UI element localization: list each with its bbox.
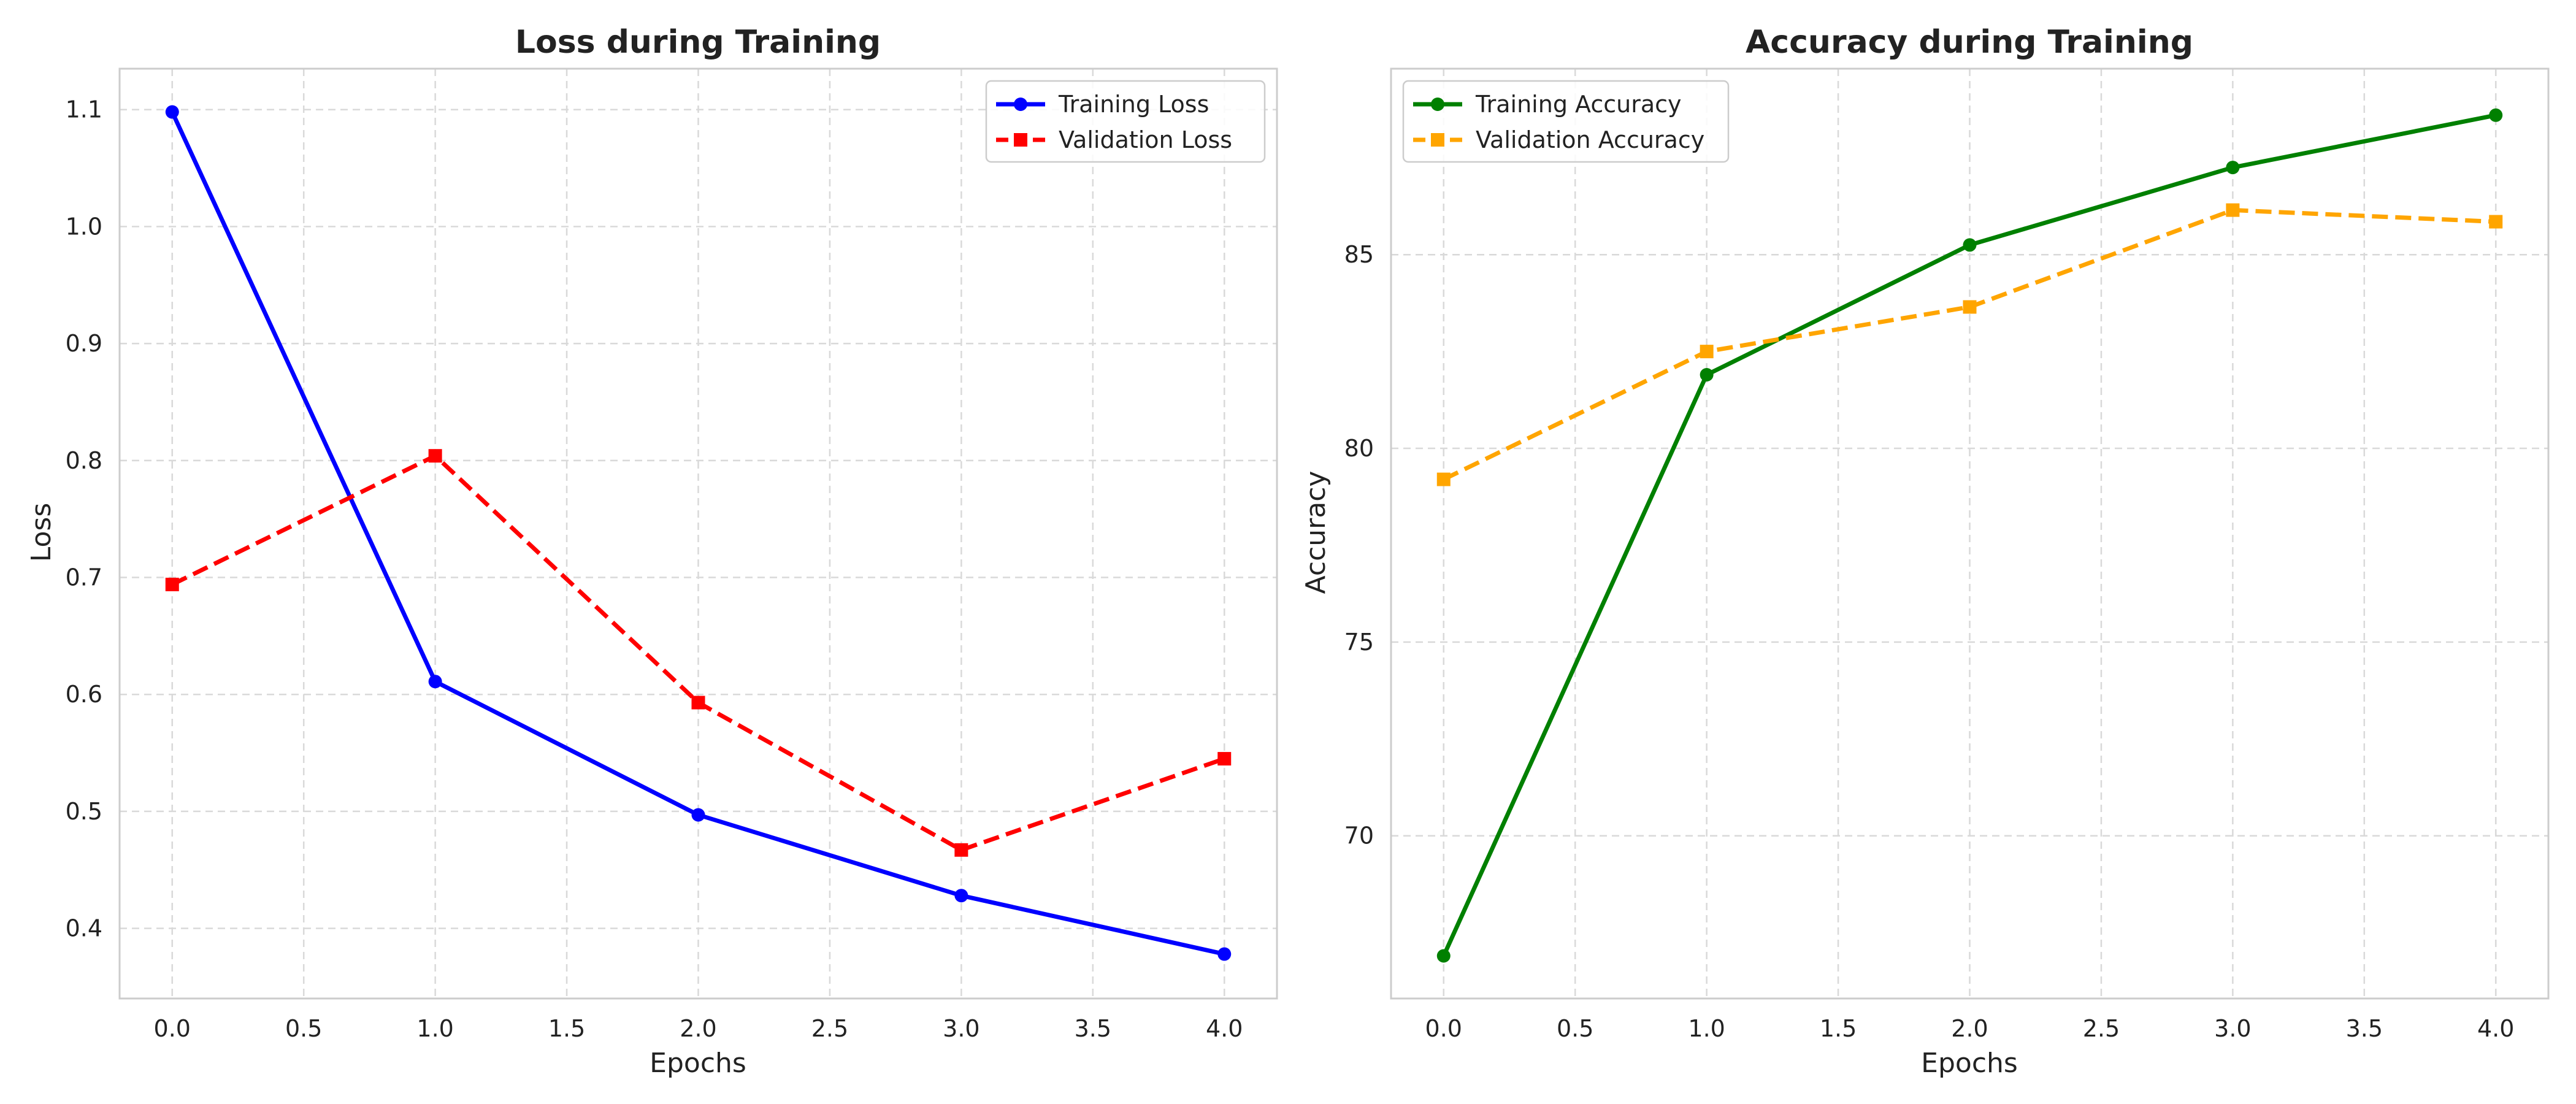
accuracy-chart: Accuracy during Training Epochs Accuracy… xyxy=(1300,24,2550,1079)
accuracy-legend-entry: Validation Accuracy xyxy=(1413,126,1704,153)
loss-data-point xyxy=(1217,947,1232,961)
accuracy-chart-x-axis-label: Epochs xyxy=(1921,1048,2018,1079)
accuracy-data-point xyxy=(1700,345,1714,359)
accuracy-data-point xyxy=(2226,161,2240,175)
accuracy-y-tick-label: 70 xyxy=(1344,822,1374,849)
loss-y-tick-label: 0.6 xyxy=(66,681,102,708)
accuracy-x-tick-label: 3.0 xyxy=(2214,1015,2251,1042)
accuracy-plot-frame xyxy=(1390,67,2550,1000)
accuracy-x-tick-label: 1.5 xyxy=(1820,1015,1857,1042)
loss-chart-x-axis-label: Epochs xyxy=(650,1048,746,1079)
loss-legend-label: Training Loss xyxy=(1058,91,1209,118)
accuracy-data-point xyxy=(2489,215,2503,229)
accuracy-legend-box xyxy=(1402,80,1730,163)
loss-data-point xyxy=(165,105,179,119)
loss-y-tick-label: 0.4 xyxy=(66,915,102,942)
loss-y-tick-label: 0.9 xyxy=(66,330,102,357)
accuracy-data-point xyxy=(2226,203,2240,217)
accuracy-legend-entry: Training Accuracy xyxy=(1413,91,1682,118)
loss-data-point xyxy=(428,675,442,689)
accuracy-x-tick-label: 2.0 xyxy=(1951,1015,1988,1042)
loss-legend-marker xyxy=(1014,98,1027,111)
accuracy-legend-marker xyxy=(1431,98,1444,111)
loss-y-tick-label: 1.0 xyxy=(66,213,102,240)
loss-series-0 xyxy=(165,105,1232,961)
loss-y-tick-label: 0.8 xyxy=(66,447,102,474)
accuracy-legend-label: Validation Accuracy xyxy=(1476,126,1704,153)
accuracy-data-point xyxy=(1963,300,1977,314)
accuracy-legend-marker xyxy=(1431,133,1444,147)
loss-x-tick-label: 0.5 xyxy=(285,1015,322,1042)
loss-y-tick-label: 1.1 xyxy=(66,96,102,123)
accuracy-legend-label: Training Accuracy xyxy=(1475,91,1682,118)
loss-legend-entry: Training Loss xyxy=(996,91,1209,118)
loss-x-tick-label: 0.0 xyxy=(154,1015,191,1042)
accuracy-series-1 xyxy=(1436,203,2503,486)
loss-plot-frame xyxy=(118,67,1278,1000)
loss-x-tick-label: 4.0 xyxy=(1206,1015,1243,1042)
loss-data-point xyxy=(165,577,179,591)
loss-legend-marker xyxy=(1014,133,1027,147)
accuracy-x-tick-label: 3.5 xyxy=(2346,1015,2383,1042)
loss-x-tick-label: 3.0 xyxy=(943,1015,979,1042)
loss-chart-title: Loss during Training xyxy=(515,24,881,61)
loss-legend: Training Loss Validation Loss xyxy=(985,80,1266,163)
accuracy-x-tick-label: 4.0 xyxy=(2477,1015,2514,1042)
loss-x-tick-label: 3.5 xyxy=(1075,1015,1111,1042)
loss-series-1 xyxy=(165,449,1232,857)
loss-x-tick-label: 2.0 xyxy=(680,1015,716,1042)
loss-y-tick-label: 0.7 xyxy=(66,564,102,591)
accuracy-chart-title: Accuracy during Training xyxy=(1746,24,2193,61)
accuracy-grid xyxy=(1391,69,2548,999)
accuracy-chart-y-axis-label: Accuracy xyxy=(1300,471,1332,594)
loss-data-point xyxy=(691,808,705,822)
accuracy-x-tick-label: 0.0 xyxy=(1425,1015,1462,1042)
loss-legend-box xyxy=(985,80,1266,163)
loss-data-point xyxy=(691,696,705,710)
loss-chart-y-axis-label: Loss xyxy=(26,503,57,562)
accuracy-x-tick-label: 2.5 xyxy=(2083,1015,2120,1042)
loss-legend-entry: Validation Loss xyxy=(996,126,1232,153)
accuracy-x-tick-label: 0.5 xyxy=(1557,1015,1593,1042)
accuracy-y-tick-label: 85 xyxy=(1344,241,1374,268)
loss-data-point xyxy=(954,843,968,857)
loss-data-point xyxy=(954,889,968,903)
loss-chart: Loss during Training Epochs Loss 0.0 0.5 1… xyxy=(26,24,1278,1079)
loss-y-tick-label: 0.5 xyxy=(66,798,102,825)
accuracy-series-line xyxy=(1443,208,2496,481)
accuracy-y-tick-label: 80 xyxy=(1344,435,1374,462)
loss-x-tick-label: 1.5 xyxy=(548,1015,585,1042)
accuracy-tick-labels: 0.0 0.5 1.0 1.5 2.0 2.5 3.0 3.5 4.0 70 75 80 85 xyxy=(1344,241,2515,1042)
accuracy-data-point xyxy=(1436,949,1451,963)
accuracy-data-point xyxy=(2489,108,2503,122)
accuracy-data-point xyxy=(1700,368,1714,382)
loss-tick-labels: 0.0 0.5 1.0 1.5 2.0 2.5 3.0 3.5 4.0 0.4 0.5 0.6 0.7 0… xyxy=(66,96,1243,1042)
loss-data-point xyxy=(428,449,442,463)
accuracy-x-tick-label: 1.0 xyxy=(1688,1015,1725,1042)
accuracy-legend: Training Accuracy Validation Accuracy xyxy=(1402,80,1730,163)
accuracy-y-tick-label: 75 xyxy=(1344,629,1374,656)
loss-data-point xyxy=(1217,752,1232,766)
accuracy-data-point xyxy=(1436,472,1451,486)
loss-x-tick-label: 1.0 xyxy=(416,1015,453,1042)
accuracy-series-0 xyxy=(1436,108,2503,963)
loss-legend-label: Validation Loss xyxy=(1059,126,1232,153)
loss-x-tick-label: 2.5 xyxy=(811,1015,848,1042)
accuracy-data-point xyxy=(1963,238,1977,252)
